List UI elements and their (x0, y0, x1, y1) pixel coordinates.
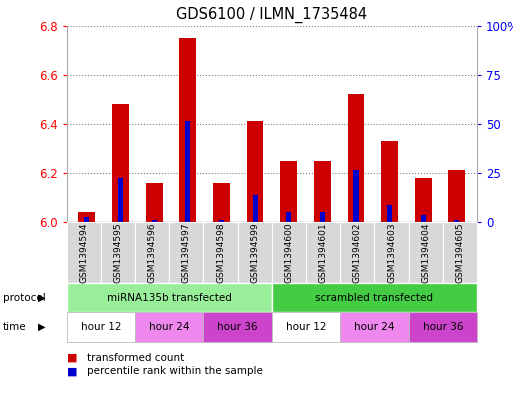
Bar (286, 212, 291, 222)
Text: GSM1394598: GSM1394598 (216, 222, 225, 283)
Text: hour 24: hour 24 (354, 322, 394, 332)
Bar (152, 220, 156, 222)
Bar (185, 121, 190, 222)
Text: GSM1394596: GSM1394596 (148, 222, 156, 283)
Bar (247, 121, 264, 222)
Text: scrambled transfected: scrambled transfected (315, 293, 433, 303)
Title: GDS6100 / ILMN_1735484: GDS6100 / ILMN_1735484 (176, 7, 367, 23)
Text: GSM1394601: GSM1394601 (319, 222, 328, 283)
Text: time: time (3, 322, 26, 332)
Text: miRNA135b transfected: miRNA135b transfected (107, 293, 232, 303)
Bar (448, 171, 465, 222)
Bar (455, 220, 460, 222)
Bar (415, 178, 431, 222)
Text: GSM1394602: GSM1394602 (353, 222, 362, 283)
Text: percentile rank within the sample: percentile rank within the sample (87, 366, 263, 376)
Text: ■: ■ (67, 366, 77, 376)
Text: hour 36: hour 36 (423, 322, 463, 332)
Text: transformed count: transformed count (87, 353, 185, 363)
Text: hour 12: hour 12 (81, 322, 121, 332)
Text: GSM1394604: GSM1394604 (421, 222, 430, 283)
Text: ▶: ▶ (38, 322, 46, 332)
Text: ▶: ▶ (38, 293, 46, 303)
Bar (381, 141, 398, 222)
Bar (112, 104, 129, 222)
Bar (180, 38, 196, 222)
Bar (320, 212, 325, 222)
Bar (353, 171, 359, 222)
Text: GSM1394597: GSM1394597 (182, 222, 191, 283)
Text: GSM1394603: GSM1394603 (387, 222, 396, 283)
Text: GSM1394600: GSM1394600 (285, 222, 293, 283)
Text: hour 12: hour 12 (286, 322, 326, 332)
Bar (314, 161, 331, 222)
Text: GSM1394605: GSM1394605 (456, 222, 464, 283)
Bar (348, 94, 364, 222)
Bar (280, 161, 297, 222)
Text: GSM1394595: GSM1394595 (113, 222, 123, 283)
Text: protocol: protocol (3, 293, 45, 303)
Bar (84, 217, 89, 222)
Bar (78, 212, 95, 222)
Bar (421, 215, 426, 222)
Text: GSM1394599: GSM1394599 (250, 222, 259, 283)
Bar (118, 178, 123, 222)
Bar (219, 220, 224, 222)
Bar (252, 195, 258, 222)
Text: hour 36: hour 36 (218, 322, 258, 332)
Bar (146, 183, 163, 222)
Bar (213, 183, 230, 222)
Text: ■: ■ (67, 353, 77, 363)
Text: GSM1394594: GSM1394594 (80, 222, 88, 283)
Bar (387, 205, 392, 222)
Text: hour 24: hour 24 (149, 322, 189, 332)
